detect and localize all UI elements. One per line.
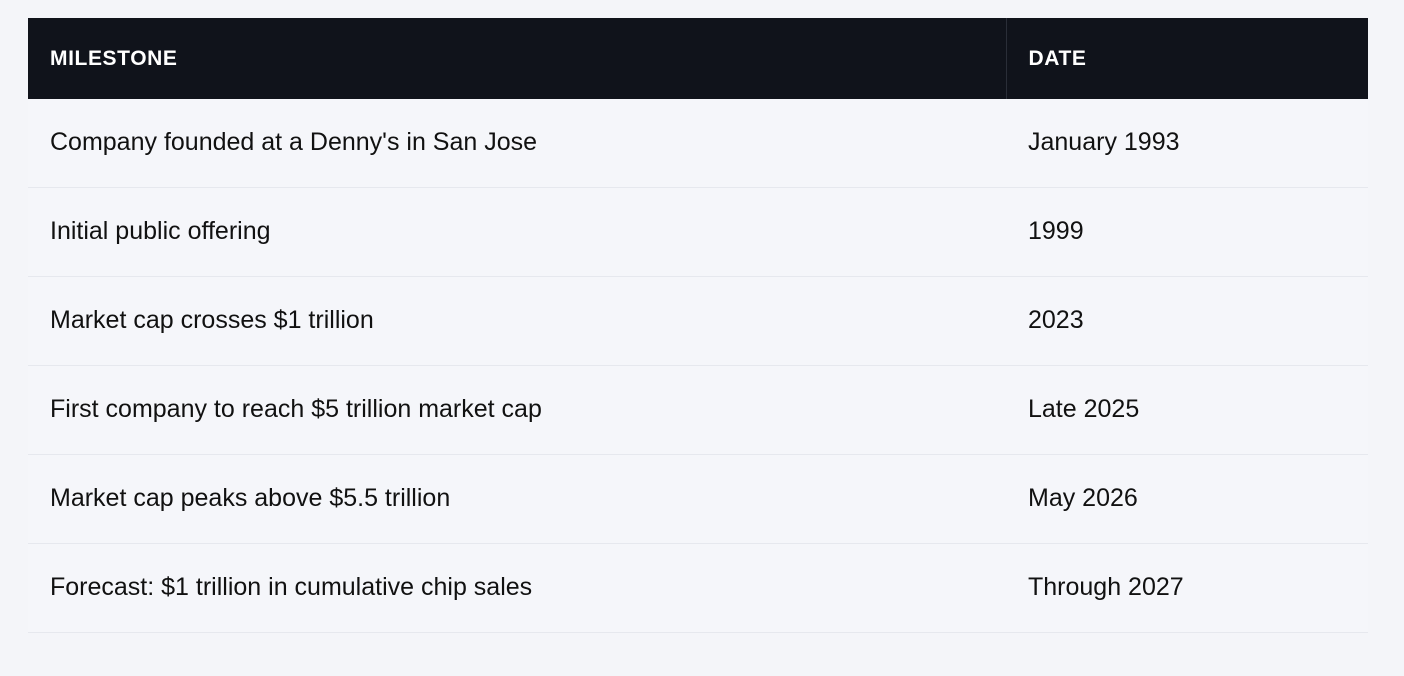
table-row: Market cap crosses $1 trillion 2023 [28,276,1368,365]
milestone-cell: Market cap peaks above $5.5 trillion [50,484,451,512]
date-cell: May 2026 [1028,484,1138,512]
milestone-cell: Forecast: $1 trillion in cumulative chip… [50,573,533,601]
table-body: Company founded at a Denny's in San Jose… [28,99,1368,632]
milestones-table: MILESTONE DATE Company founded at a Denn… [28,18,1368,633]
milestone-cell: First company to reach $5 trillion marke… [50,395,542,423]
date-cell: Late 2025 [1028,395,1140,423]
table-row: Forecast: $1 trillion in cumulative chip… [28,543,1368,632]
table-row: Market cap peaks above $5.5 trillion May… [28,454,1368,543]
header-row: MILESTONE DATE [28,18,1368,99]
date-cell: 2023 [1028,306,1084,334]
table-header: MILESTONE DATE [28,18,1368,99]
milestone-cell: Market cap crosses $1 trillion [50,306,374,334]
date-cell: Through 2027 [1028,573,1184,601]
table-row: Initial public offering 1999 [28,187,1368,276]
milestone-cell: Company founded at a Denny's in San Jose [50,128,538,157]
column-header-date: DATE [1028,46,1087,70]
table-row: First company to reach $5 trillion marke… [28,365,1368,454]
column-header-milestone: MILESTONE [28,18,1007,99]
table-row: Company founded at a Denny's in San Jose… [28,99,1368,187]
date-cell: 1999 [1028,217,1084,245]
milestones-table-container: MILESTONE DATE Company founded at a Denn… [28,18,1368,633]
milestone-cell: Initial public offering [50,217,271,245]
date-cell: January 1993 [1028,128,1180,157]
